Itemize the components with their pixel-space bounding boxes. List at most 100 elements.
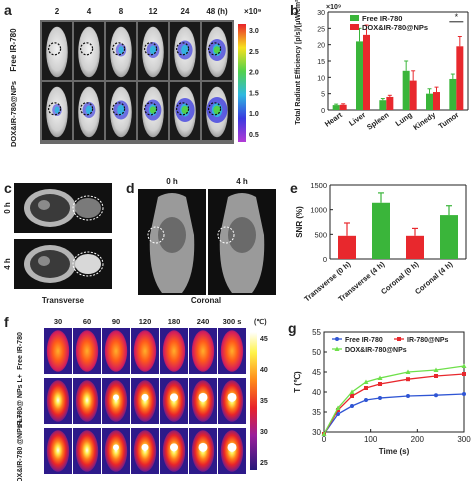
panel-d-organ — [158, 217, 186, 253]
panel-g-x-tick-label: 0 — [322, 435, 327, 444]
panel-e-bar — [338, 235, 356, 259]
panel-f-mouse-heat — [162, 330, 186, 372]
panel-f-row-label: Free IR-780 — [17, 332, 24, 370]
panel-b-legend-swatch — [350, 24, 359, 30]
panel-a-tumor-circle — [176, 102, 190, 116]
y-tick-label: 10 — [317, 75, 325, 82]
panel-f-hotspot — [227, 392, 237, 402]
panel-g-marker — [378, 382, 382, 386]
panel-g-marker — [378, 396, 382, 400]
panel-g-marker — [434, 374, 438, 378]
panel-a-tumor-circle — [176, 42, 190, 56]
panel-g-letter: g — [288, 320, 297, 336]
panel-d-organ — [228, 217, 256, 253]
panel-b-bar — [433, 92, 440, 110]
panel-c-caption: Transverse — [42, 296, 85, 305]
panel-g-legend-label: Free IR-780 — [345, 337, 383, 344]
panel-a-time-label: 2 — [55, 7, 60, 16]
panel-g-xlabel: Time (s) — [379, 447, 410, 456]
panel-a-tumor-circle — [79, 42, 94, 56]
panel-f-time-label: 300 s — [223, 317, 242, 326]
panel-g-series-line — [323, 365, 465, 435]
panel-g-marker — [350, 404, 354, 408]
panel-b-exponent: ×10⁹ — [326, 4, 341, 11]
panel-a-signal-core — [149, 45, 157, 55]
panel-f-mouse-heat — [46, 430, 70, 472]
panel-c-time-label: 4 h — [3, 258, 12, 270]
panel-g-legend-marker — [334, 346, 340, 351]
panel-a-tumor-circle — [79, 102, 94, 116]
panel-f-mouse-heat — [133, 380, 157, 422]
panel-a-tumor-circle — [111, 42, 126, 56]
panel-b-legend-label: Free IR-780 — [362, 14, 402, 23]
panel-b-bar — [426, 93, 433, 110]
panel-f-colorbar-tick: 25 — [260, 460, 268, 467]
panel-g-marker — [321, 431, 327, 436]
panel-a-signal-peak — [181, 105, 189, 115]
panel-b-sig-star: * — [455, 12, 459, 22]
panel-f-letter: f — [4, 314, 9, 330]
y-tick-label: 0 — [321, 108, 325, 115]
panel-a-background — [40, 20, 234, 144]
panel-e-category-label: Coronal (4 h) — [413, 259, 455, 296]
panel-b-chart: 0 5 10 15 20 25 30×10⁹ Total Radiant Efficiency… — [295, 0, 469, 132]
panel-f-row-label: IR-780@ NPs L+ — [17, 374, 24, 428]
panel-g-y-tick-label: 35 — [312, 408, 321, 417]
panel-f-mouse-heat — [104, 380, 128, 422]
panel-a-colorbar-tick: 3.0 — [249, 28, 259, 35]
panel-b-bar — [356, 41, 363, 110]
panel-f-mouse-heat — [104, 430, 128, 472]
panel-e-letter: e — [290, 180, 298, 196]
panel-g-ylabel: T (℃) — [293, 371, 302, 393]
panel-f-colorbar-tick: 45 — [260, 336, 268, 343]
panel-a-signal-core — [118, 46, 124, 54]
panel-a-tumor-circle — [47, 42, 62, 56]
panel-a-colorbar-exponent: ×10⁹ — [244, 7, 262, 16]
panel-b-legend-label: DOX&IR-780@NPs — [362, 23, 428, 32]
panel-a-time-label: 4 — [87, 7, 92, 16]
panel-d-letter: d — [126, 180, 135, 196]
panel-g-marker — [406, 377, 410, 382]
panel-f-mouse-heat — [75, 330, 99, 372]
panel-g-marker — [461, 363, 467, 368]
panel-g-marker — [462, 372, 466, 376]
panel-b-letter: b — [290, 2, 299, 18]
panel-b-category-label: Spleen — [365, 110, 391, 132]
panel-b-bar — [386, 96, 394, 110]
panel-g-marker — [406, 394, 410, 398]
panel-g-series-line — [323, 373, 465, 435]
panel-d-time-label: 0 h — [166, 177, 178, 186]
panel-f-mouse-heat — [220, 330, 244, 372]
panel-f-hotspot — [141, 393, 149, 401]
panel-e-bar — [440, 215, 458, 259]
panel-g-x-tick-label: 200 — [411, 435, 425, 444]
panel-g-y-tick-label: 40 — [312, 388, 321, 397]
panel-a-tumor-circle — [208, 102, 222, 116]
panel-a-row-label-1: Free IR-780 — [9, 28, 18, 72]
panel-g-marker — [364, 398, 368, 402]
panel-a-signal-core — [54, 106, 60, 114]
panel-a-time-label: 24 — [181, 7, 190, 16]
panel-g-marker — [433, 367, 439, 372]
panel-a-mouse — [78, 26, 100, 78]
panel-g-legend-label: DOX&IR-780@NPs — [345, 347, 407, 354]
panel-g-y-tick-label: 45 — [312, 368, 321, 377]
panel-b-legend-swatch — [350, 15, 359, 21]
panel-b-bar — [409, 80, 417, 110]
panel-b-category-label: Kinedy — [411, 110, 437, 132]
panel-g-series-line — [323, 393, 465, 435]
panel-f-hotspot — [170, 443, 178, 452]
panel-b-bar — [379, 100, 387, 110]
panel-c-tumor-circle — [72, 195, 104, 221]
panel-f-time-label: 240 — [197, 317, 210, 326]
panel-a-time-label: 12 — [149, 7, 158, 16]
panel-b-bar — [339, 104, 347, 110]
y-tick-label: 1000 — [310, 206, 327, 215]
panel-f-mouse-heat — [46, 330, 70, 372]
panel-e-bar — [406, 235, 424, 259]
panel-g-legend-label: IR-780@NPs — [407, 337, 449, 344]
panel-b-category-label: Tumor — [437, 110, 461, 130]
panel-e-bar — [372, 202, 390, 259]
panel-f-time-label: 60 — [83, 317, 91, 326]
panel-f-mouse-heat — [133, 330, 157, 372]
